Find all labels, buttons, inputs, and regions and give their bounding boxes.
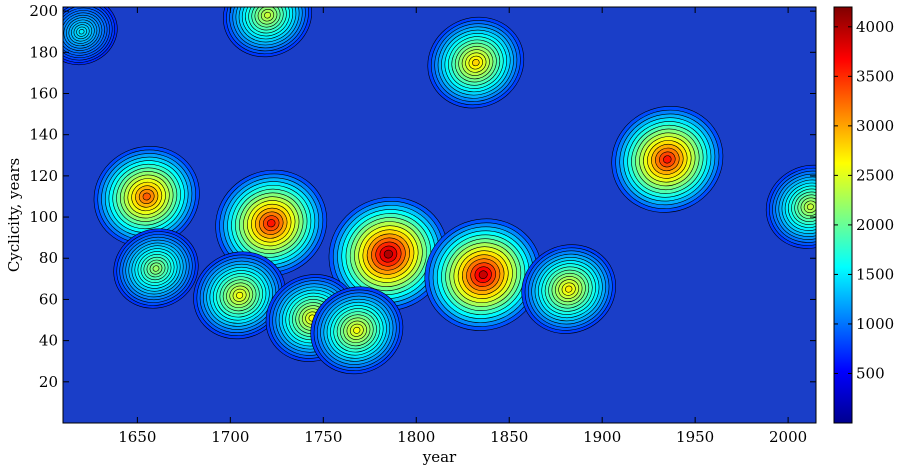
- y-axis-label: Cyclicity, years: [5, 158, 23, 272]
- heatmap-peak: [611, 106, 724, 213]
- heatmap-peaks: [63, 7, 816, 375]
- colorbar-tick-label: 500: [856, 364, 885, 382]
- x-tick-label: 1850: [490, 428, 528, 446]
- y-tick-label: 140: [29, 126, 58, 144]
- x-tick-label: 2000: [769, 428, 807, 446]
- heatmap-peak: [424, 218, 542, 331]
- colorbar-gradient: [833, 6, 853, 424]
- colorbar-tick-label: 3500: [856, 67, 894, 85]
- y-tick-label: 60: [39, 290, 58, 308]
- colorbar: 500 1000 1500 2000 2500 3000 3500 4000: [833, 6, 894, 424]
- heatmap-peak: [193, 251, 287, 340]
- colorbar-tick-label: 1500: [856, 265, 894, 283]
- heatmap-peak: [427, 16, 525, 109]
- colorbar-tick-label: 1000: [856, 315, 894, 333]
- y-tick-label: 100: [29, 208, 58, 226]
- x-tick-label: 1700: [211, 428, 249, 446]
- x-axis-label: year: [422, 448, 457, 466]
- heatmap-peak: [765, 164, 816, 249]
- colorbar-tick-label: 2000: [856, 216, 894, 234]
- y-tick-label: 20: [39, 373, 58, 391]
- colorbar-tick-label: 3000: [856, 117, 894, 135]
- x-tick-label: 1750: [304, 428, 342, 446]
- x-axis-ticks: 1650 1700 1750 1800 1850 1900 1950 2000: [118, 7, 807, 446]
- x-tick-label: 1900: [583, 428, 621, 446]
- colorbar-ticks: 500 1000 1500 2000 2500 3000 3500 4000: [834, 18, 894, 382]
- y-tick-label: 40: [39, 332, 58, 350]
- x-tick-label: 1800: [397, 428, 435, 446]
- heatmap-peak: [63, 7, 118, 66]
- heatmap-peak: [215, 169, 328, 277]
- y-axis-ticks: 20 40 60 80 100 120 140 160 180 200: [29, 2, 816, 391]
- heatmap-peak: [310, 286, 404, 375]
- colorbar-tick-label: 4000: [856, 18, 894, 36]
- x-tick-label: 1650: [118, 428, 156, 446]
- heatmap-peak: [113, 228, 199, 309]
- heatmap-peak: [521, 244, 617, 334]
- plot-area: 1650 1700 1750 1800 1850 1900 1950 2000 20 40 60 8…: [29, 2, 817, 446]
- y-tick-label: 200: [29, 2, 58, 20]
- x-tick-label: 1950: [676, 428, 714, 446]
- heatmap-peak: [93, 146, 200, 247]
- y-tick-label: 160: [29, 84, 58, 102]
- heatmap-peak: [222, 7, 313, 58]
- y-tick-label: 80: [39, 249, 58, 267]
- colorbar-tick-label: 2500: [856, 166, 894, 184]
- y-tick-label: 120: [29, 167, 58, 185]
- plot-frame: [62, 6, 817, 424]
- y-tick-label: 180: [29, 43, 58, 61]
- heatmap-peak: [328, 196, 449, 312]
